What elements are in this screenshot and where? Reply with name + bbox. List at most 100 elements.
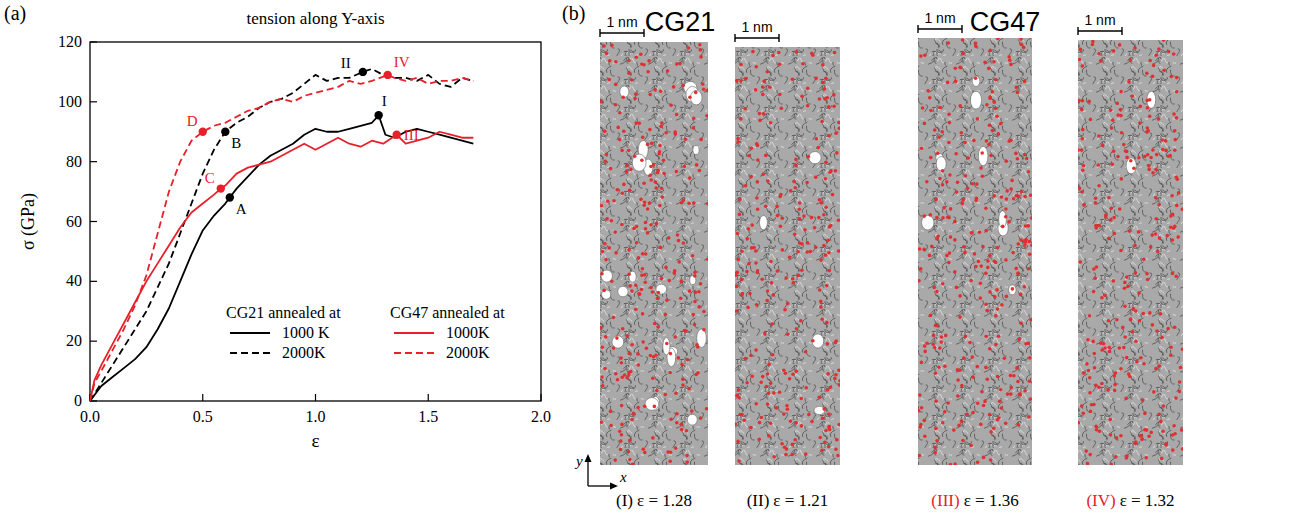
atom (800, 268, 804, 272)
atom (633, 154, 637, 158)
atom (1121, 326, 1125, 330)
atom (1125, 150, 1129, 154)
atom (744, 77, 748, 81)
void (690, 90, 702, 105)
atom (929, 156, 933, 160)
atom (807, 413, 811, 417)
atom (926, 89, 930, 93)
atom (616, 126, 620, 130)
atom (971, 355, 975, 359)
atom (806, 86, 810, 90)
atom (1157, 117, 1161, 121)
atom (664, 131, 668, 135)
atom (1012, 374, 1016, 378)
snapshot: 1 nm(III)ε = 1.36 (917, 10, 1034, 510)
atom (609, 424, 613, 428)
atom (944, 334, 948, 338)
atom (737, 459, 741, 463)
atom (1003, 356, 1007, 360)
atom (1181, 208, 1184, 212)
atom (1161, 148, 1165, 152)
atom (1005, 295, 1009, 299)
atom (769, 260, 773, 264)
atom (609, 167, 613, 171)
atom (1100, 348, 1104, 352)
atom (638, 292, 642, 296)
legend-label: 2000K (282, 344, 326, 361)
atom (778, 63, 782, 67)
atom (821, 81, 825, 85)
atom (938, 106, 942, 110)
atom (826, 342, 830, 346)
atom (824, 160, 828, 164)
atom (923, 214, 927, 218)
atom (1138, 121, 1142, 125)
atom (1147, 164, 1151, 168)
atom (973, 252, 977, 256)
atom (918, 454, 921, 458)
atom (835, 438, 839, 442)
x-axis-title: ε (312, 430, 320, 451)
atom (817, 216, 821, 220)
atom (831, 193, 835, 197)
atom (783, 445, 787, 449)
atom (1019, 38, 1023, 41)
atom (1123, 305, 1127, 309)
atom (1014, 152, 1018, 156)
atom (929, 213, 933, 217)
void (922, 215, 934, 230)
atom (699, 282, 703, 286)
series-line (90, 115, 473, 401)
atom (935, 439, 939, 443)
atom (940, 130, 944, 134)
atom (1134, 340, 1138, 344)
atom (1094, 196, 1098, 200)
atom (1102, 342, 1106, 346)
atom (804, 350, 808, 354)
atom (1005, 159, 1009, 163)
atom (834, 131, 838, 135)
atom (681, 84, 685, 88)
atom (640, 159, 644, 163)
atom (1004, 215, 1008, 219)
atom (1175, 76, 1179, 80)
atom (1123, 287, 1127, 291)
atom (1100, 382, 1104, 386)
atom (1148, 59, 1152, 63)
atom (600, 100, 603, 104)
void (620, 86, 629, 97)
snapshot-image (918, 38, 1032, 465)
atom (974, 77, 978, 81)
atom (935, 290, 939, 294)
atom (794, 164, 798, 168)
atom (807, 155, 811, 159)
atom (1023, 285, 1027, 289)
atom (1086, 338, 1090, 342)
atom (1148, 114, 1152, 118)
atom (764, 154, 768, 158)
atom (1147, 168, 1151, 172)
atom (827, 251, 831, 255)
atom (975, 182, 979, 186)
atom (668, 279, 672, 283)
atom (1154, 168, 1158, 172)
atom (1081, 99, 1085, 103)
void (936, 157, 946, 171)
atom (614, 372, 618, 376)
atom (666, 69, 670, 73)
atom (746, 306, 750, 310)
atom (1109, 463, 1113, 466)
atom (664, 313, 668, 317)
atom (1081, 64, 1085, 68)
plot-data (90, 68, 473, 401)
atom (838, 127, 841, 131)
atom (818, 198, 822, 202)
atom (943, 364, 947, 368)
atom (636, 352, 640, 356)
atom (814, 176, 818, 180)
atom (1099, 59, 1103, 63)
atom (997, 132, 1001, 136)
atom (632, 412, 636, 416)
atom (974, 42, 978, 46)
y-tick (90, 281, 97, 282)
